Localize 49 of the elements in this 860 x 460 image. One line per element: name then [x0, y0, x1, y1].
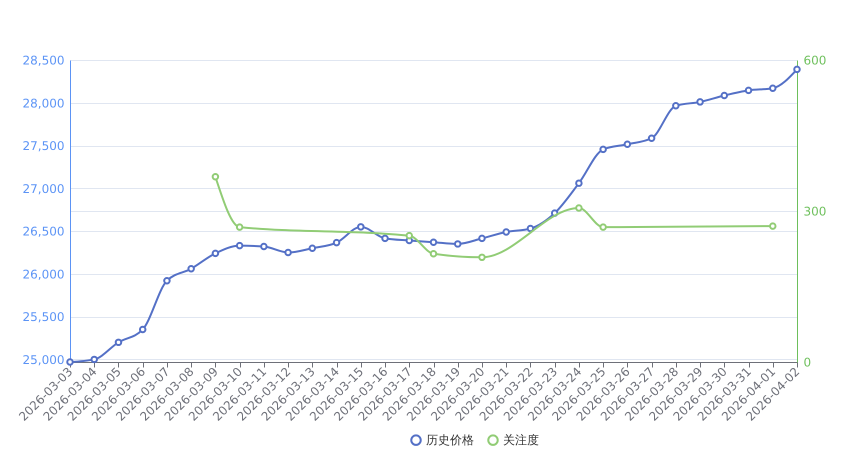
point: [672, 102, 680, 110]
point: [236, 242, 244, 250]
y-tick-label: 25,000: [22, 352, 64, 367]
y-tick-label: 27,000: [22, 182, 64, 196]
y2-tick-label: 600: [804, 54, 826, 68]
point: [357, 223, 365, 231]
point: [744, 86, 752, 94]
point: [575, 204, 583, 212]
point: [526, 224, 534, 232]
point: [478, 254, 486, 262]
point: [138, 326, 146, 334]
point: [308, 244, 316, 252]
point: [430, 250, 438, 258]
point: [769, 84, 777, 92]
point: [769, 222, 777, 230]
point: [599, 146, 607, 154]
point: [236, 223, 244, 231]
point: [381, 234, 389, 242]
point: [163, 276, 171, 284]
y-tick-label: 25,500: [22, 310, 64, 324]
point: [114, 338, 122, 346]
point: [90, 356, 98, 364]
point: [212, 250, 220, 258]
y-tick-label: 28,500: [22, 54, 64, 68]
point: [720, 92, 728, 100]
point: [332, 238, 340, 246]
point: [575, 179, 583, 187]
point: [430, 238, 438, 246]
y-tick-label: 28,000: [22, 96, 64, 110]
point: [406, 232, 414, 240]
point: [187, 265, 195, 272]
y-tick-label: 26,500: [22, 224, 64, 239]
point: [793, 66, 801, 74]
point: [624, 140, 632, 148]
point: [648, 134, 656, 142]
y2-tick-label: 300: [804, 204, 826, 218]
point: [212, 173, 220, 181]
point: [696, 98, 704, 106]
y-tick-label: 27,500: [22, 139, 64, 154]
point: [284, 248, 292, 256]
legend-label: 关注度: [503, 433, 539, 448]
point: [502, 228, 510, 236]
y2-tick-label: 0: [804, 356, 812, 370]
point: [478, 234, 486, 242]
point: [599, 223, 607, 231]
y-tick-label: 26,000: [22, 267, 64, 282]
legend-label: 历史价格: [426, 433, 474, 448]
point: [454, 240, 462, 248]
point: [260, 242, 268, 250]
